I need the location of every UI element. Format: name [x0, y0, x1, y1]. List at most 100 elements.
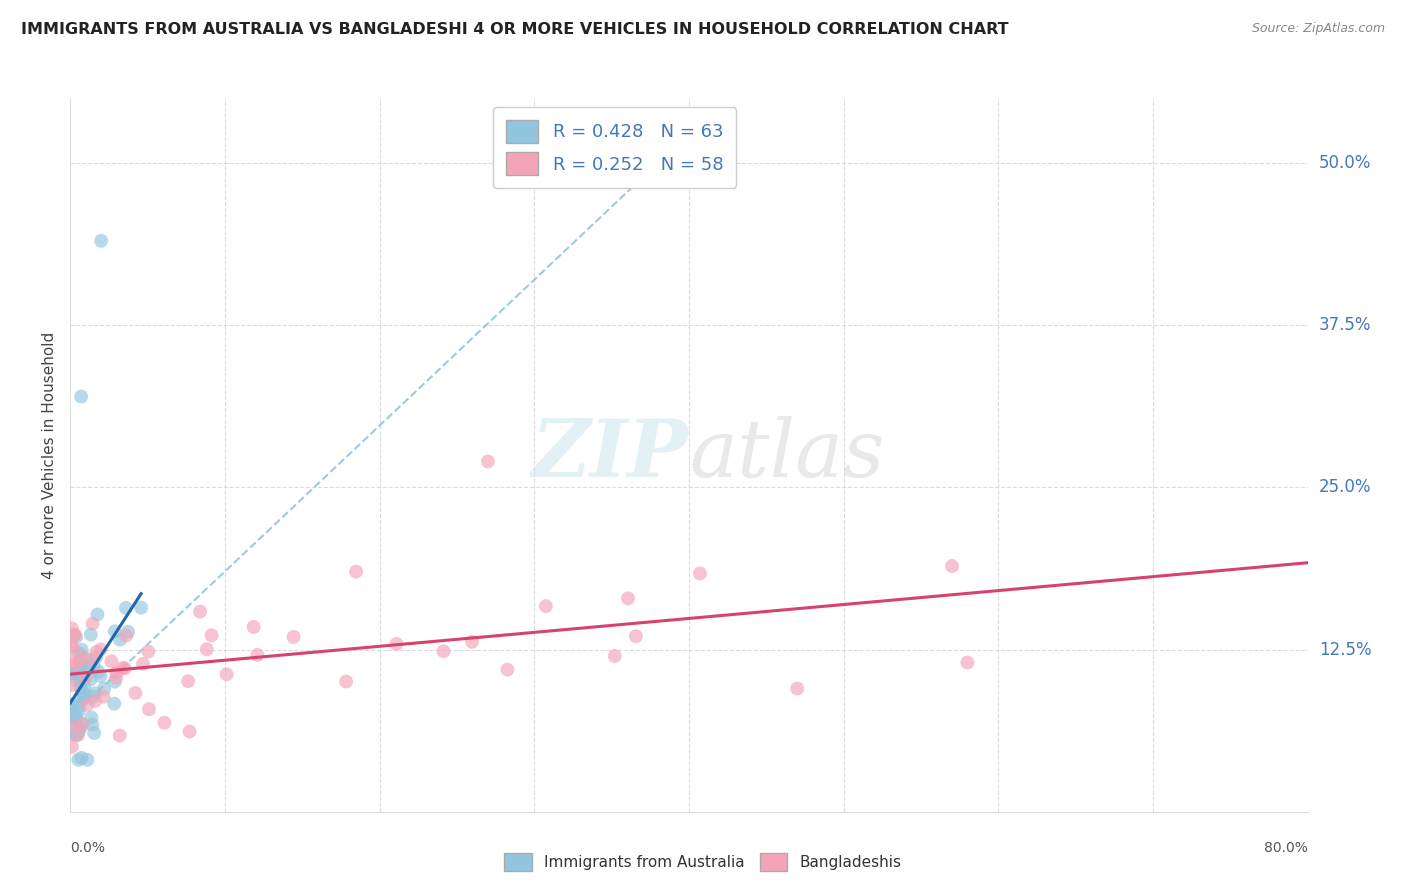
- Point: [63, 709, 86, 723]
- Point: [76, 753, 98, 767]
- Point: [215, 667, 238, 681]
- Point: [83, 660, 105, 674]
- Text: 12.5%: 12.5%: [1319, 640, 1371, 658]
- Point: [73, 690, 96, 705]
- Point: [72, 692, 94, 706]
- Point: [89, 669, 111, 683]
- Point: [60, 666, 83, 681]
- Point: [72, 665, 94, 679]
- Point: [941, 559, 963, 574]
- Point: [82, 616, 104, 631]
- Point: [111, 661, 134, 675]
- Point: [60, 678, 83, 692]
- Legend: R = 0.428   N = 63, R = 0.252   N = 58: R = 0.428 N = 63, R = 0.252 N = 58: [494, 107, 737, 188]
- Point: [115, 628, 138, 642]
- Point: [117, 624, 139, 639]
- Point: [344, 565, 367, 579]
- Point: [60, 704, 83, 718]
- Point: [84, 686, 107, 700]
- Point: [84, 650, 107, 665]
- Point: [66, 728, 89, 742]
- Point: [63, 697, 86, 711]
- Point: [60, 712, 83, 726]
- Point: [105, 665, 128, 680]
- Point: [70, 684, 93, 698]
- Point: [65, 657, 87, 671]
- Point: [65, 712, 87, 726]
- Point: [65, 630, 87, 644]
- Point: [104, 674, 127, 689]
- Point: [603, 648, 626, 663]
- Point: [138, 644, 160, 658]
- Point: [105, 671, 128, 685]
- Point: [188, 605, 211, 619]
- Point: [93, 681, 115, 696]
- Point: [60, 724, 83, 739]
- Point: [70, 751, 93, 765]
- Point: [115, 601, 138, 615]
- Point: [60, 739, 83, 754]
- Point: [138, 702, 160, 716]
- Point: [100, 654, 122, 668]
- Point: [82, 717, 104, 731]
- Point: [70, 655, 93, 669]
- Point: [90, 234, 112, 248]
- Point: [104, 624, 127, 639]
- Point: [70, 390, 93, 404]
- Text: 37.5%: 37.5%: [1319, 316, 1371, 334]
- Point: [385, 637, 408, 651]
- Point: [108, 632, 131, 647]
- Point: [87, 665, 110, 679]
- Text: Source: ZipAtlas.com: Source: ZipAtlas.com: [1251, 22, 1385, 36]
- Point: [86, 645, 108, 659]
- Point: [82, 690, 104, 704]
- Point: [67, 700, 90, 714]
- Point: [70, 649, 93, 664]
- Point: [786, 681, 808, 696]
- Point: [72, 717, 94, 731]
- Point: [617, 591, 640, 606]
- Point: [63, 628, 86, 642]
- Text: 25.0%: 25.0%: [1319, 478, 1371, 496]
- Point: [689, 566, 711, 581]
- Point: [432, 644, 454, 658]
- Point: [90, 642, 112, 657]
- Point: [200, 628, 222, 642]
- Point: [60, 698, 83, 712]
- Point: [79, 673, 101, 687]
- Point: [69, 680, 91, 694]
- Point: [72, 673, 94, 688]
- Point: [124, 686, 146, 700]
- Point: [496, 663, 519, 677]
- Text: atlas: atlas: [689, 417, 884, 493]
- Point: [114, 661, 136, 675]
- Point: [67, 704, 90, 718]
- Text: 50.0%: 50.0%: [1319, 154, 1371, 172]
- Point: [60, 654, 83, 668]
- Point: [70, 716, 93, 731]
- Point: [132, 657, 155, 671]
- Point: [80, 653, 103, 667]
- Point: [66, 727, 89, 741]
- Point: [60, 622, 83, 636]
- Point: [534, 599, 557, 613]
- Text: ZIP: ZIP: [531, 417, 689, 493]
- Text: 0.0%: 0.0%: [70, 841, 105, 855]
- Point: [335, 674, 357, 689]
- Point: [177, 674, 200, 689]
- Point: [108, 729, 131, 743]
- Point: [129, 600, 152, 615]
- Point: [69, 658, 91, 673]
- Point: [63, 628, 86, 642]
- Point: [62, 666, 84, 681]
- Point: [65, 665, 87, 680]
- Point: [72, 688, 94, 702]
- Point: [76, 698, 98, 712]
- Point: [60, 640, 83, 655]
- Point: [80, 627, 103, 641]
- Point: [67, 753, 90, 767]
- Point: [283, 630, 305, 644]
- Point: [70, 643, 93, 657]
- Point: [73, 670, 96, 684]
- Point: [69, 721, 91, 735]
